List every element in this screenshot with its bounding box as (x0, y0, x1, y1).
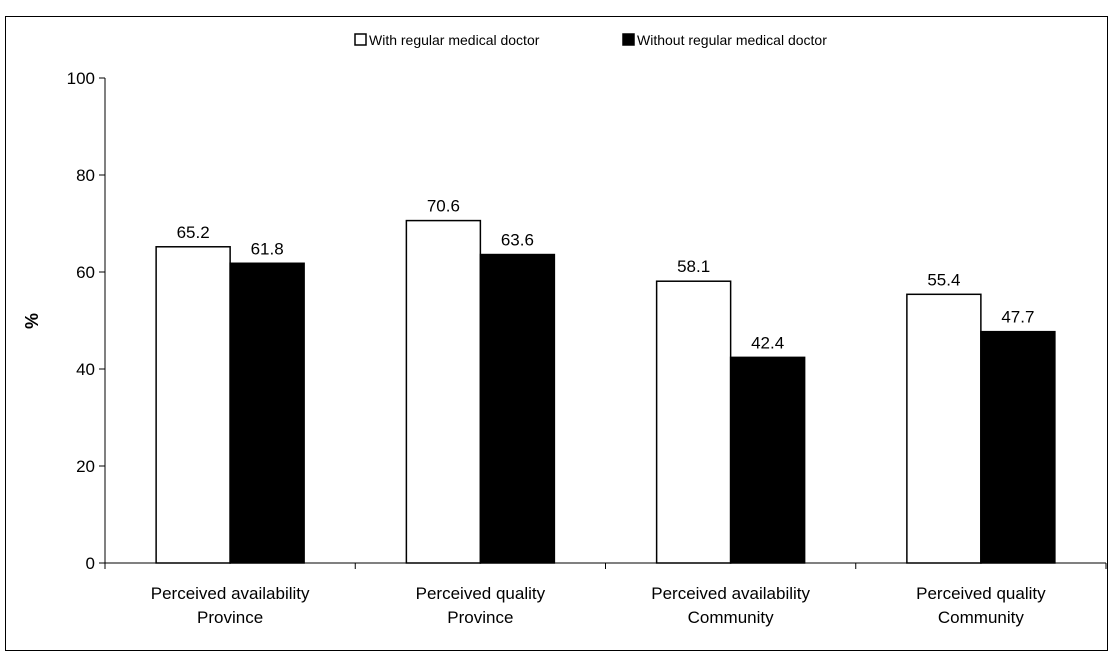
y-tick-label: 40 (76, 360, 95, 379)
y-axis-title: % (22, 313, 42, 329)
bar-without-doctor (729, 356, 806, 564)
bar-value-label: 70.6 (427, 197, 460, 216)
y-tick-label: 60 (76, 263, 95, 282)
y-tick-label: 80 (76, 166, 95, 185)
bar-with-doctor (405, 219, 482, 564)
bar-value-label: 47.7 (1001, 308, 1034, 327)
bar-with-doctor (655, 280, 732, 564)
bar-value-label: 55.4 (927, 270, 960, 289)
y-tick-label: 100 (67, 69, 95, 88)
legend-label-with-doctor: With regular medical doctor (369, 32, 540, 48)
x-category-label: Perceived quality Province (416, 584, 546, 627)
axes: 0 20 40 60 80 100 Perceived availability Provin… (67, 69, 1107, 627)
legend: With regular medical doctor Without regu… (354, 32, 827, 48)
bar-without-doctor (980, 330, 1056, 564)
bar-value-label: 63.6 (501, 231, 534, 250)
bar-value-label: 42.4 (751, 333, 784, 352)
bars (155, 219, 1056, 564)
bar-without-doctor (229, 262, 305, 564)
legend-swatch-with-doctor (354, 33, 367, 46)
legend-label-without-doctor: Without regular medical doctor (637, 32, 827, 48)
y-tick-label: 0 (86, 554, 95, 573)
bar-with-doctor (906, 293, 982, 564)
bar-value-label: 61.8 (251, 239, 284, 258)
bar-without-doctor (479, 253, 556, 564)
y-tick-label: 20 (76, 457, 95, 476)
x-category-label: Perceived availability Community (651, 584, 810, 627)
legend-swatch-without-doctor (622, 33, 635, 46)
data-labels: 65.2 70.6 58.1 55.4 61.8 63.6 42.4 47.7 (177, 197, 1035, 353)
bar-with-doctor (155, 246, 231, 564)
bar-value-label: 65.2 (177, 223, 210, 242)
x-category-label: Perceived availability Province (151, 584, 310, 627)
bar-value-label: 58.1 (677, 257, 710, 276)
x-category-label: Perceived quality Community (916, 584, 1046, 627)
